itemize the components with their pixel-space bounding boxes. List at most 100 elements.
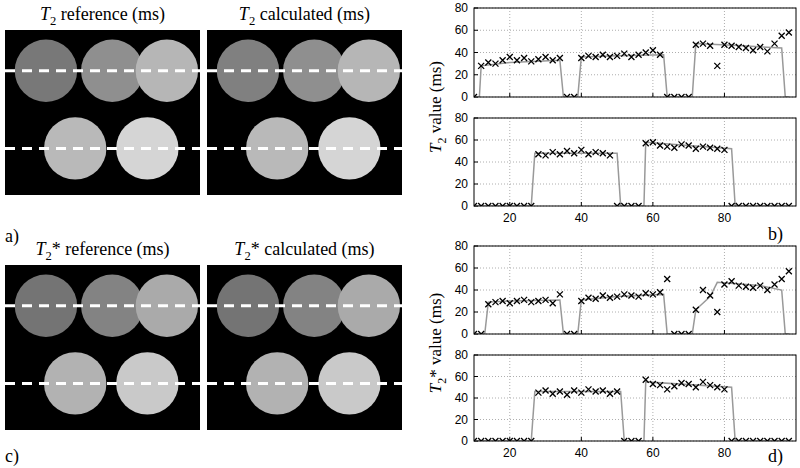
y-tick [474, 184, 478, 185]
calculated-point [664, 144, 670, 150]
calculated-point [550, 391, 556, 397]
image-background [207, 265, 402, 430]
profile-line [5, 69, 200, 72]
y-tick [474, 376, 478, 377]
calculated-point [779, 33, 785, 39]
x-tick [509, 93, 510, 97]
calculated-point [693, 146, 699, 152]
calculated-point [664, 386, 670, 392]
x-tick [724, 202, 725, 206]
y-axis-label: T2* value (ms) [426, 293, 449, 393]
calculated-point [729, 278, 735, 284]
calculated-point [679, 380, 685, 386]
y-tick [474, 52, 478, 53]
grid-line [724, 8, 725, 97]
y-tick-label: 40 [455, 46, 469, 60]
y-tick-label: 40 [455, 391, 469, 405]
profile-plot: 20406080020406080 [455, 348, 796, 460]
calculated-point [550, 57, 556, 63]
grid-line [474, 184, 796, 185]
x-tick [581, 437, 582, 441]
calculated-point [535, 298, 541, 304]
plot-frame [474, 118, 796, 206]
calculated-point [571, 150, 577, 156]
calculated-point [714, 309, 720, 315]
calculated-point [564, 392, 570, 398]
y-tick-label: 20 [455, 177, 469, 191]
panel-title: T2* reference (ms) [35, 239, 169, 263]
profile-line [5, 382, 200, 385]
calculated-point [557, 291, 563, 297]
calculated-point [492, 61, 498, 67]
figure: T2 reference (ms)T2 calculated (ms)T2* r… [0, 0, 800, 468]
y-tick-label: 60 [455, 261, 469, 275]
calculated-point [721, 386, 727, 392]
calculated-point [600, 387, 606, 393]
calculated-point [707, 43, 713, 49]
y-tick-label: 0 [461, 434, 468, 448]
grid-line [581, 246, 582, 334]
profile-line [207, 147, 402, 150]
calculated-point [772, 41, 778, 47]
x-tick-label: 40 [575, 211, 589, 225]
calculated-point [743, 284, 749, 290]
plot-area [474, 8, 796, 97]
calculated-point [786, 29, 792, 35]
calculated-point [614, 294, 620, 300]
grid-line [724, 118, 725, 206]
calculated-point [707, 145, 713, 151]
calculated-point [707, 382, 713, 388]
grid-line [724, 355, 725, 441]
y-tick [474, 398, 478, 399]
calculated-point [664, 276, 670, 282]
plot-frame [474, 246, 796, 334]
plot-data [474, 29, 792, 97]
plot-area [474, 355, 796, 441]
calculated-point [693, 384, 699, 390]
x-tick [724, 330, 725, 334]
x-tick [581, 330, 582, 334]
y-tick-label: 20 [455, 68, 469, 82]
profile-line [207, 382, 402, 385]
image-panel: T2 calculated (ms) [207, 4, 402, 195]
plot-frame [474, 355, 796, 441]
y-tick-label: 0 [461, 90, 468, 104]
grid-line [474, 74, 796, 75]
calculated-point [764, 287, 770, 293]
calculated-point [600, 52, 606, 58]
y-tick-label: 80 [455, 239, 469, 253]
calculated-point [650, 139, 656, 145]
calculated-point [650, 47, 656, 53]
calculated-point [607, 391, 613, 397]
calculated-point [593, 149, 599, 155]
image-content [207, 275, 402, 415]
x-tick-label: 40 [575, 446, 589, 460]
calculated-point [686, 143, 692, 149]
background [0, 0, 800, 468]
grid-line [652, 118, 653, 206]
calculated-point [557, 55, 563, 61]
calculated-point [657, 382, 663, 388]
calculated-point [550, 300, 556, 306]
calculated-point [557, 151, 563, 157]
grid-line [581, 118, 582, 206]
calculated-point [593, 389, 599, 395]
grid-line [581, 355, 582, 441]
calculated-point [671, 145, 677, 151]
calculated-point [543, 297, 549, 303]
calculated-point [657, 52, 663, 58]
panel-label: d) [768, 446, 783, 467]
calculated-point [535, 390, 541, 396]
grid-line [474, 268, 796, 269]
grid-line [474, 290, 796, 291]
calculated-point [528, 299, 534, 305]
calculated-point [707, 293, 713, 299]
x-tick [509, 330, 510, 334]
reference-line [474, 282, 789, 334]
grid-line [724, 246, 725, 334]
calculated-point [736, 283, 742, 289]
calculated-point [757, 44, 763, 50]
calculated-point [543, 387, 549, 393]
calculated-point [650, 291, 656, 297]
calculated-point [485, 60, 491, 66]
